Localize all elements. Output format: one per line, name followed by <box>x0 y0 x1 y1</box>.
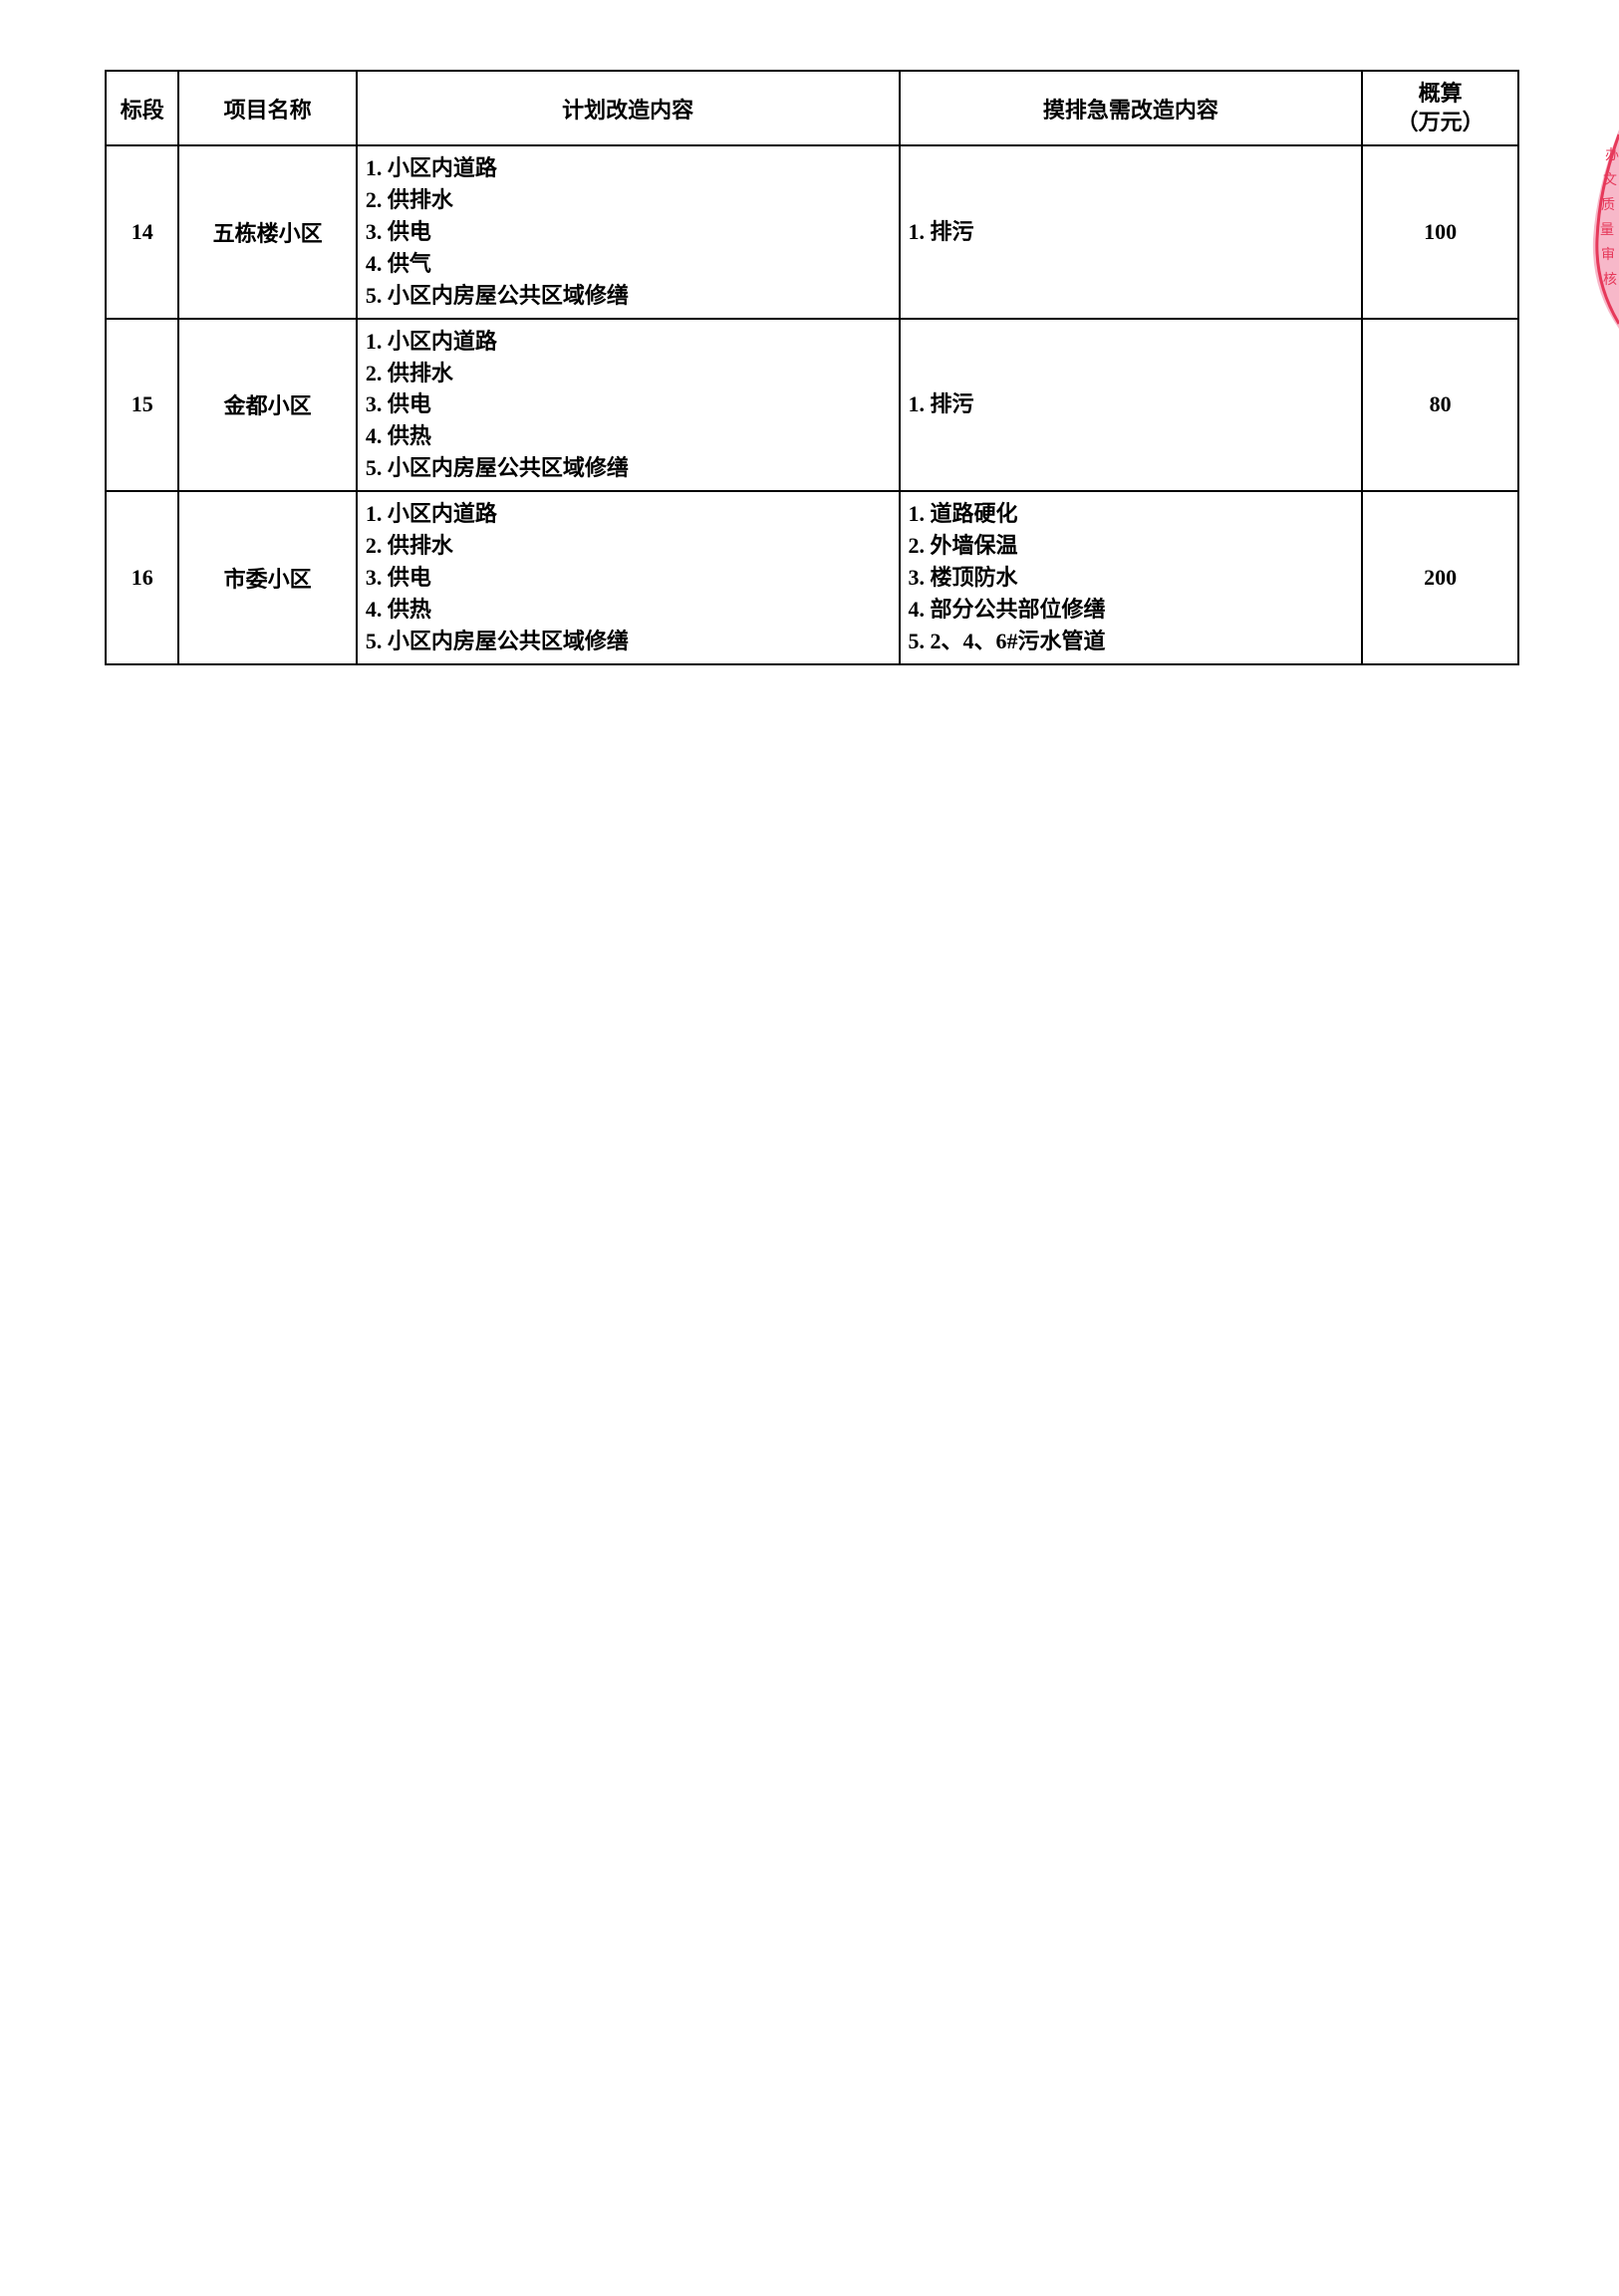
table-row: 15 金都小区 1. 小区内道路2. 供排水3. 供电4. 供热5. 小区内房屋… <box>106 319 1518 491</box>
svg-text:核: 核 <box>1603 272 1617 288</box>
header-budget-line2: （万元） <box>1397 109 1484 137</box>
svg-text:量: 量 <box>1600 222 1614 238</box>
header-budget: 概算 （万元） <box>1362 71 1518 145</box>
svg-text:办: 办 <box>1605 147 1619 163</box>
header-name: 项目名称 <box>178 71 356 145</box>
header-budget-line1: 概算 <box>1419 80 1463 109</box>
table-body: 14 五栋楼小区 1. 小区内道路2. 供排水3. 供电4. 供气5. 小区内房… <box>106 145 1518 663</box>
renovation-table: 标段 项目名称 计划改造内容 摸排急需改造内容 概算 （万元） 14 五栋楼小区… <box>105 70 1519 665</box>
table-row: 16 市委小区 1. 小区内道路2. 供排水3. 供电4. 供热5. 小区内房屋… <box>106 491 1518 663</box>
cell-name: 金都小区 <box>178 319 356 491</box>
cell-bid: 14 <box>106 145 178 318</box>
cell-plan: 1. 小区内道路2. 供排水3. 供电4. 供热5. 小区内房屋公共区域修缮 <box>357 319 900 491</box>
cell-bid: 16 <box>106 491 178 663</box>
header-urgent: 摸排急需改造内容 <box>900 71 1363 145</box>
header-plan: 计划改造内容 <box>357 71 900 145</box>
cell-bid: 15 <box>106 319 178 491</box>
cell-name: 市委小区 <box>178 491 356 663</box>
cell-urgent: 1. 排污 <box>900 145 1363 318</box>
svg-text:审: 审 <box>1601 247 1615 263</box>
svg-text:文: 文 <box>1603 172 1617 188</box>
table-row: 14 五栋楼小区 1. 小区内道路2. 供排水3. 供电4. 供气5. 小区内房… <box>106 145 1518 318</box>
cell-plan: 1. 小区内道路2. 供排水3. 供电4. 供气5. 小区内房屋公共区域修缮 <box>357 145 900 318</box>
header-bid: 标段 <box>106 71 178 145</box>
cell-urgent: 1. 排污 <box>900 319 1363 491</box>
cell-budget: 200 <box>1362 491 1518 663</box>
cell-budget: 100 <box>1362 145 1518 318</box>
stamp-edge-icon: 办 文 质 量 审 核 <box>1591 129 1619 329</box>
cell-budget: 80 <box>1362 319 1518 491</box>
cell-plan: 1. 小区内道路2. 供排水3. 供电4. 供热5. 小区内房屋公共区域修缮 <box>357 491 900 663</box>
svg-text:质: 质 <box>1601 197 1615 213</box>
cell-urgent: 1. 道路硬化2. 外墙保温3. 楼顶防水4. 部分公共部位修缮5. 2、4、6… <box>900 491 1363 663</box>
table-header-row: 标段 项目名称 计划改造内容 摸排急需改造内容 概算 （万元） <box>106 71 1518 145</box>
cell-name: 五栋楼小区 <box>178 145 356 318</box>
